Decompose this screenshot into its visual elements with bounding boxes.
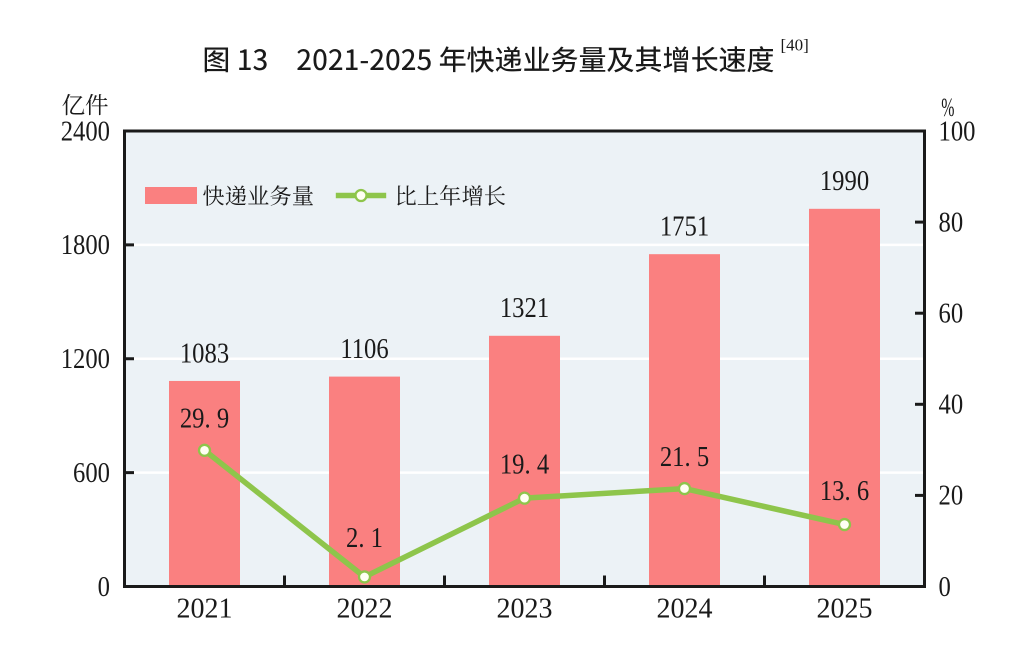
right-tick-label-100: 100 [939, 116, 976, 147]
axis-ticks-layer [126, 220, 923, 585]
marker-2024 [677, 481, 692, 496]
plot-border [123, 129, 926, 588]
bar-2021 [169, 380, 240, 587]
category-label-2022: 2022 [337, 594, 393, 625]
left-tick-label-0: 0 [98, 571, 110, 602]
right-axis-unit-text: % [941, 93, 954, 122]
growth-label-2025: 13. 6 [820, 475, 869, 506]
bar-value-label-2023: 1321 [500, 293, 549, 324]
growth-label-2021: 29. 9 [180, 403, 229, 434]
marker-2021 [197, 443, 212, 457]
right-tick-label-20: 20 [939, 480, 964, 511]
bar-value-label-2021: 1083 [180, 338, 229, 369]
legend-line-marker [354, 188, 368, 203]
bar-2023 [489, 335, 560, 587]
right-axis-unit: % [941, 93, 954, 122]
right-tick-label-40: 40 [939, 389, 964, 420]
category-label-2021: 2021 [177, 594, 233, 625]
bar-value-label-2022: 1106 [340, 333, 388, 364]
left-tick-label-1800: 1800 [61, 230, 110, 261]
axis-border-layer [123, 129, 926, 588]
left-tick-label-600: 600 [73, 458, 110, 489]
line-series-layer: 29. 9 2. 1 19. 4 21. 5 13. 6 [180, 403, 869, 584]
marker-2023 [517, 491, 532, 505]
marker-2025 [837, 517, 852, 532]
legend-bar-swatch [145, 187, 197, 204]
legend-bar-label: 快递业务量 [203, 179, 315, 211]
legend: 快递业务量 比上年增长 [145, 179, 506, 211]
chart-title-footnote: [40] [781, 36, 809, 55]
left-axis-unit: 亿件 [61, 87, 108, 121]
growth-label-2024: 21. 5 [660, 441, 709, 472]
left-tick-label-1200: 1200 [61, 344, 110, 375]
right-tick-label-0: 0 [939, 571, 951, 602]
bar-series-layer: 1083 1106 1321 1751 1990 [169, 166, 880, 587]
growth-label-2023: 19. 4 [500, 449, 549, 480]
legend-line-label: 比上年增长 [395, 179, 507, 211]
right-tick-label-60: 60 [939, 298, 964, 329]
bar-2024 [649, 254, 720, 587]
right-tick-label-80: 80 [939, 207, 964, 238]
category-label-2025: 2025 [817, 594, 873, 625]
bar-value-label-2024: 1751 [660, 211, 709, 242]
axis-labels-layer: 0 600 1200 1800 2400 0 20 40 60 80 100 2021 2022 2023… [61, 116, 976, 625]
bar-value-label-2025: 1990 [820, 166, 869, 197]
left-tick-label-2400: 2400 [61, 116, 110, 147]
bar-2022 [329, 376, 400, 587]
growth-label-2022: 2. 1 [346, 523, 383, 554]
category-label-2023: 2023 [497, 594, 553, 625]
category-label-2024: 2024 [657, 594, 713, 625]
chart-title: 图 13 2021-2025 年快递业务量及其增长速度 [203, 39, 775, 79]
marker-2022 [357, 570, 372, 584]
